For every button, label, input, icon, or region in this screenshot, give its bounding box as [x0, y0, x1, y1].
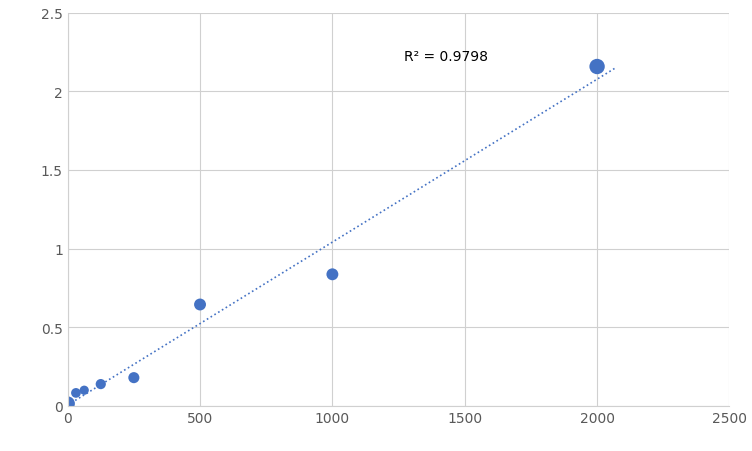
Point — [78, 387, 90, 394]
Text: R² = 0.9798: R² = 0.9798 — [404, 50, 488, 64]
Point — [128, 374, 140, 382]
Point — [95, 381, 107, 388]
Point — [591, 64, 603, 71]
Point — [326, 271, 338, 278]
Point — [194, 301, 206, 308]
Point — [70, 389, 82, 396]
Point — [62, 400, 74, 407]
